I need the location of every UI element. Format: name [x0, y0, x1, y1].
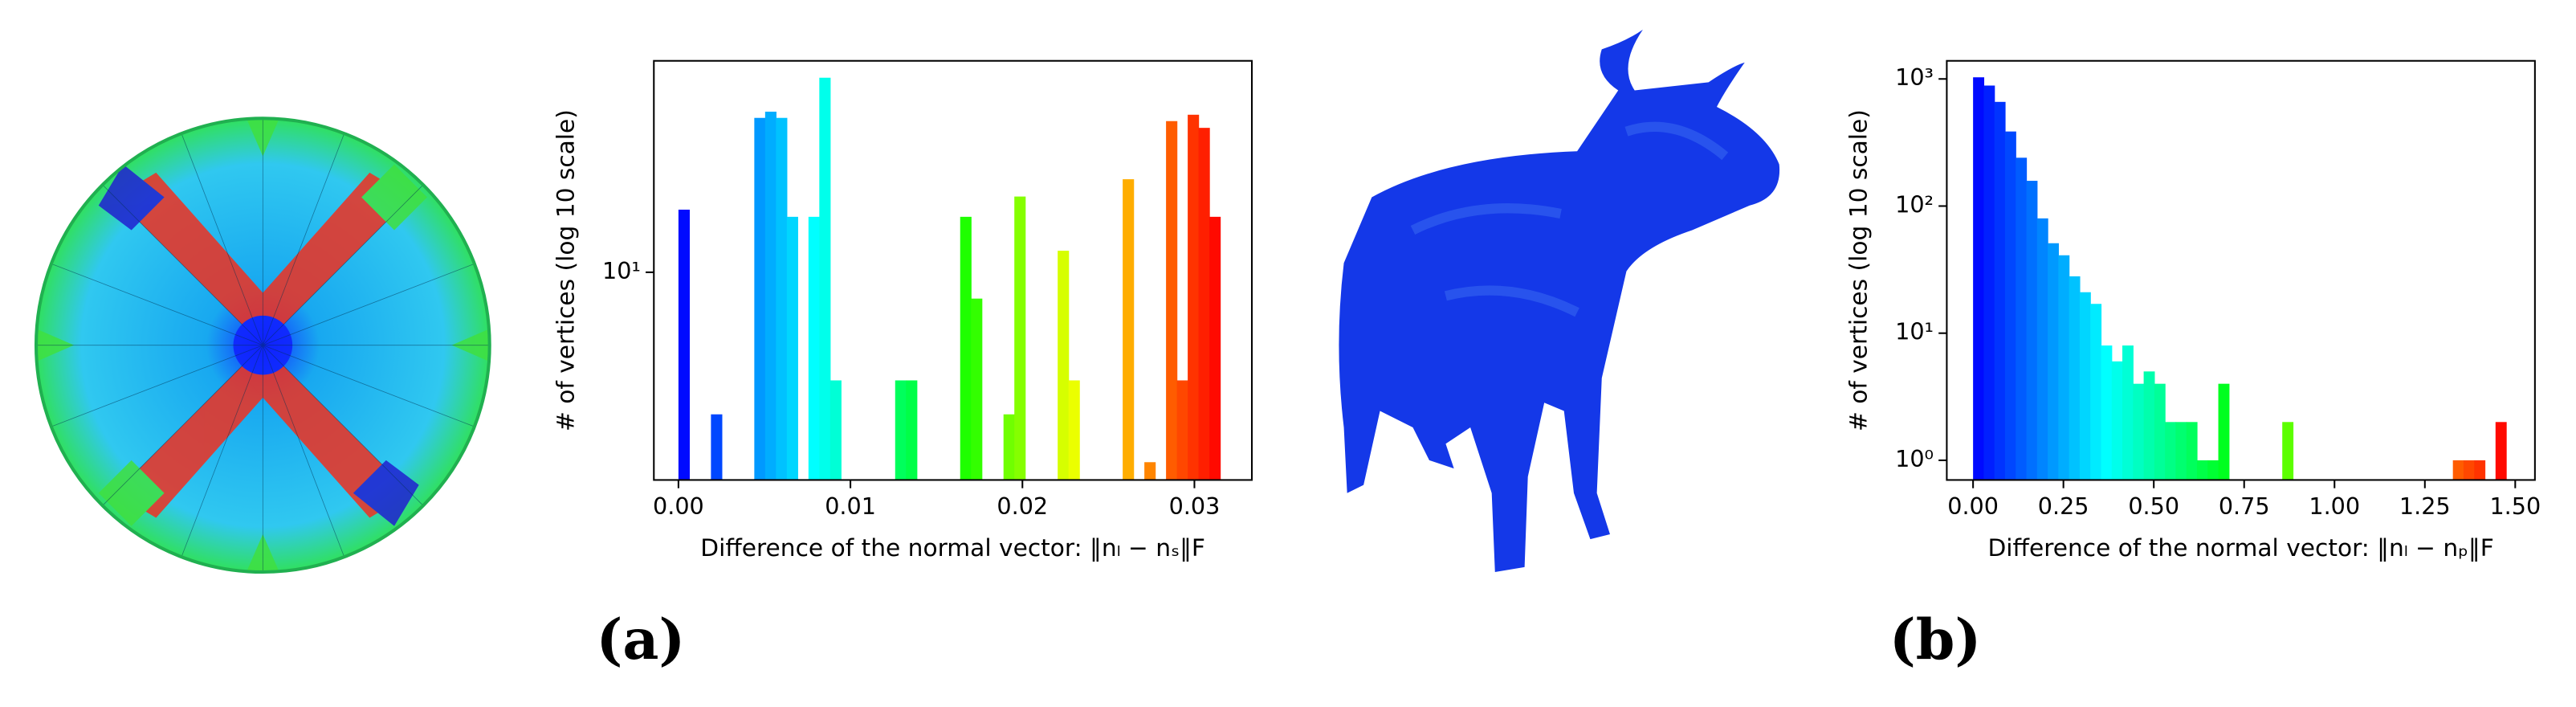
bar: [808, 216, 820, 480]
x-tick-label: 1.50: [2489, 492, 2541, 520]
bar: [2474, 460, 2486, 480]
bar: [2463, 460, 2475, 480]
bar: [2004, 131, 2016, 480]
bar: [1198, 128, 1210, 480]
x-axis-label: Difference of the normal vector: ‖nₗ − n…: [700, 533, 1205, 562]
bar: [2143, 371, 2155, 480]
x-tick-label: 0.02: [997, 492, 1048, 520]
y-tick-label: 10¹: [602, 257, 641, 284]
x-axis-label: Difference of the normal vector: ‖nₗ − n…: [1987, 533, 2493, 562]
bar: [2122, 345, 2134, 480]
x-tick-label: 0.25: [2038, 492, 2089, 520]
bar: [829, 380, 842, 480]
charts: 0.00 0.01 0.02 0.03 10¹ Difference of the nor…: [551, 59, 2541, 562]
bar: [2154, 383, 2166, 480]
bar: [971, 298, 983, 480]
bar: [1058, 251, 1070, 480]
bar: [2207, 460, 2219, 480]
bar: [1973, 77, 1985, 480]
y-tick-label: 10¹: [1895, 318, 1934, 345]
bar: [2133, 383, 2145, 480]
sphere-render: [34, 116, 491, 574]
bar: [711, 414, 723, 480]
y-tick-label: 10³: [1895, 63, 1934, 91]
bar: [2175, 422, 2187, 480]
bar: [1123, 179, 1135, 480]
bar: [2058, 255, 2070, 480]
bar: [1176, 380, 1188, 480]
bar: [2048, 243, 2059, 480]
bar: [776, 117, 788, 480]
cow-render: [1339, 29, 1780, 573]
bar: [2452, 460, 2464, 480]
bar: [2026, 181, 2038, 480]
bar: [2218, 383, 2230, 480]
panel-label: (a): [596, 607, 685, 672]
bar: [2016, 157, 2028, 480]
bar: [2111, 361, 2123, 480]
bar: [2069, 276, 2081, 480]
bar: [2495, 422, 2507, 480]
axes-frame: [653, 59, 1253, 481]
bar: [1144, 462, 1156, 480]
bar: [764, 111, 776, 480]
bar: [819, 77, 831, 480]
axes-frame: [1946, 59, 2536, 481]
y-tick-label: 10⁰: [1895, 445, 1934, 472]
bar: [1188, 114, 1200, 480]
bar: [1983, 85, 1995, 480]
bar: [1003, 414, 1015, 480]
bar: [1068, 380, 1080, 480]
x-tick-label: 0.75: [2219, 492, 2270, 520]
panel-label: (b): [1889, 607, 1981, 672]
bar: [678, 209, 691, 480]
y-axis-label: # of vertices (log 10 scale): [551, 109, 579, 431]
bar: [2282, 422, 2294, 480]
x-tick-label: 0.50: [2128, 492, 2179, 520]
y-tick-label: 10²: [1895, 190, 1934, 218]
x-tick-label: 0.00: [653, 492, 704, 520]
bar: [2079, 292, 2091, 480]
bar: [2036, 218, 2048, 480]
bar: [2196, 460, 2208, 480]
bar: [2090, 304, 2102, 480]
x-tick-label: 1.00: [2309, 492, 2360, 520]
bar: [2165, 422, 2177, 480]
x-tick-label: 1.25: [2399, 492, 2451, 520]
x-tick-label: 0.03: [1169, 492, 1221, 520]
bar: [1014, 196, 1026, 480]
x-tick-label: 0.01: [825, 492, 876, 520]
bar: [960, 216, 972, 480]
bar: [1166, 121, 1178, 480]
bar: [786, 216, 798, 480]
x-tick-label: 0.00: [1947, 492, 1999, 520]
bar: [2101, 345, 2113, 480]
bar: [895, 380, 907, 480]
bar: [2186, 422, 2198, 480]
bar: [906, 380, 918, 480]
bar: [1994, 101, 2006, 480]
y-axis-label: # of vertices (log 10 scale): [1844, 109, 1872, 431]
bar: [754, 117, 766, 480]
bar: [1209, 216, 1221, 480]
